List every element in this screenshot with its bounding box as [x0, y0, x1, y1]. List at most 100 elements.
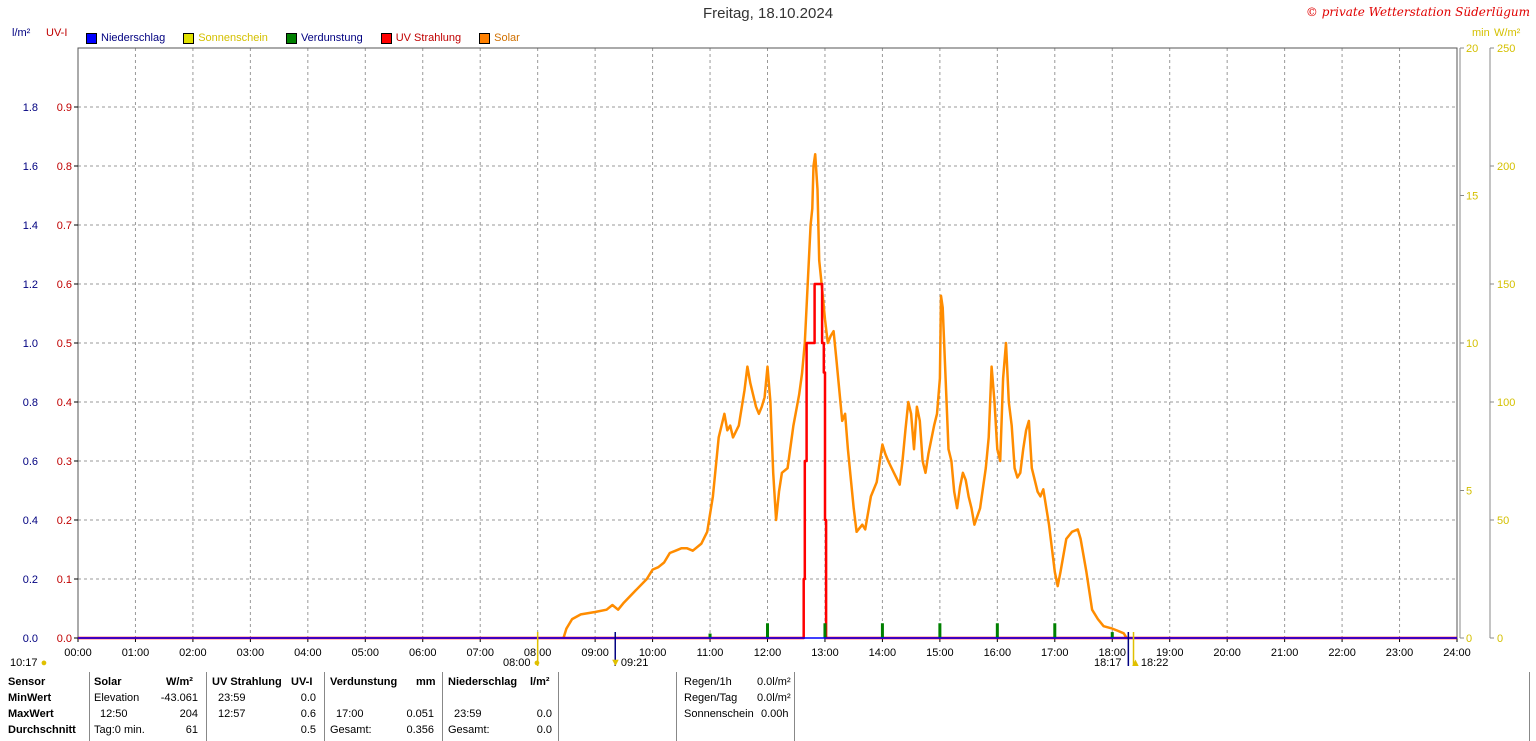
y-tick-label-uv: 0.3 [57, 456, 72, 468]
niederschlag-header: Niederschlag [448, 676, 518, 688]
table-separator [676, 672, 677, 741]
y-tick-label-uv: 0.4 [57, 397, 72, 409]
row-label-min: MinWert [8, 692, 52, 704]
y-tick-label-niederschlag: 0.6 [23, 456, 38, 468]
x-tick-label: 20:00 [1213, 647, 1241, 659]
y-tick-label-sonnenschein: 15 [1466, 191, 1478, 203]
chart-title: Freitag, 18.10.2024 [702, 5, 834, 22]
niederschlag-max-time: 23:59 [454, 708, 482, 720]
x-tick-label: 17:00 [1041, 647, 1069, 659]
table-separator [324, 672, 325, 741]
x-tick-label: 10:00 [639, 647, 667, 659]
moonset-label: 08:00 ● [503, 657, 540, 669]
table-separator [794, 672, 795, 741]
y-tick-label-niederschlag: 0.0 [23, 633, 38, 645]
y-tick-label-uv: 0.1 [57, 574, 72, 586]
y-tick-label-niederschlag: 1.0 [23, 338, 38, 350]
solar-min-label: Elevation [94, 692, 140, 704]
summary-value-sonnenschein: 0.00h [761, 708, 789, 720]
x-tick-label: 22:00 [1328, 647, 1356, 659]
y-tick-label-uv: 0.9 [57, 102, 72, 114]
legend-swatch-verdunstung [285, 32, 297, 44]
x-tick-label: 11:00 [697, 647, 724, 659]
uv-min-value: 0.0 [300, 692, 316, 704]
legend-label-niederschlag: Niederschlag [101, 32, 166, 44]
x-tick-label: 15:00 [926, 647, 954, 659]
solar-avg-value: 61 [185, 724, 198, 736]
legend-item-uv[interactable]: UV Strahlung [380, 31, 462, 45]
sunset-time: 18:22 [1140, 657, 1169, 669]
table-separator [206, 672, 207, 741]
niederschlag-unit: l/m² [530, 676, 550, 688]
x-tick-label: 07:00 [466, 647, 494, 659]
y-tick-label-uv: 0.8 [57, 161, 72, 173]
unit-solar: W/m² [1494, 27, 1521, 39]
copyright-label: © private Wetterstation Süderlügum [1305, 5, 1530, 19]
y-tick-label-uv: 0.2 [57, 515, 72, 527]
x-tick-label: 00:00 [64, 647, 92, 659]
legend-swatch-uv [380, 32, 392, 44]
x-tick-label: 01:00 [122, 647, 150, 659]
y-tick-label-niederschlag: 1.6 [23, 161, 38, 173]
weather-chart: 00:00 01:00 02:00 03:00 04:00 05:00 06:00 07:00… [23, 43, 1515, 666]
x-tick-label: 16:00 [984, 647, 1012, 659]
x-tick-label: 21:00 [1271, 647, 1299, 659]
summary-value-regen-1h: 0.0l/m² [757, 676, 791, 688]
verdunstung-total-label: Gesamt: [330, 724, 372, 736]
verdunstung-total-value: 0.356 [406, 724, 434, 736]
solar-min-value: -43.061 [160, 692, 198, 704]
x-tick-label: 03:00 [237, 647, 265, 659]
x-tick-label: 05:00 [352, 647, 380, 659]
legend-label-uv: UV Strahlung [395, 32, 462, 44]
x-tick-label: 19:00 [1156, 647, 1184, 659]
x-tick-label: 24:00 [1443, 647, 1471, 659]
verdunstung-bar [766, 623, 769, 638]
y-tick-label-sonnenschein: 5 [1466, 486, 1472, 498]
legend-swatch-niederschlag [86, 32, 97, 44]
legend-item-solar[interactable]: Solar [479, 31, 520, 45]
row-label-avg: Durchschnitt [8, 724, 76, 736]
y-tick-label-sonnenschein: 10 [1466, 338, 1478, 350]
legend-swatch-solar [479, 32, 491, 44]
sunrise-time: 09:21 [620, 657, 649, 669]
verdunstung-max-value: 0.051 [406, 708, 434, 720]
solar-header: Solar [94, 676, 122, 688]
y-tick-label-sonnenschein: 0 [1466, 633, 1472, 645]
series-line-solar [562, 152, 1128, 639]
solar-unit: W/m² [166, 676, 193, 688]
summary-value-regen-tag: 0.0l/m² [757, 692, 791, 704]
x-tick-label: 06:00 [409, 647, 437, 659]
sunset-label: ▲18:22 [1130, 657, 1168, 669]
uv-max-time: 12:57 [218, 708, 246, 720]
x-tick-label: 09:00 [581, 647, 609, 659]
legend-item-niederschlag[interactable]: Niederschlag [86, 31, 165, 45]
row-label-sensor: Sensor [8, 676, 46, 688]
moonrise-time: 10:17 [10, 657, 38, 669]
y-tick-label-sonnenschein: 20 [1466, 43, 1478, 55]
y-tick-label-solar: 100 [1497, 397, 1515, 409]
niederschlag-total-value: 0.0 [536, 724, 552, 736]
y-tick-label-uv: 0.0 [57, 633, 72, 645]
sunrise-arrow-icon: ▼ [610, 657, 621, 669]
legend-label-solar: Solar [494, 32, 520, 44]
summary-label-regen-tag: Regen/Tag [684, 692, 738, 704]
table-separator [1529, 672, 1530, 741]
y-tick-label-uv: 0.6 [57, 279, 72, 291]
x-tick-label: 04:00 [294, 647, 322, 659]
solar-avg-label: Tag:0 min. [94, 724, 145, 736]
x-tick-label: 02:00 [179, 647, 207, 659]
table-separator [558, 672, 559, 741]
y-tick-label-niederschlag: 1.2 [23, 279, 38, 291]
x-tick-label: 18:00 [1098, 647, 1126, 659]
y-tick-label-solar: 250 [1497, 43, 1515, 55]
sunset-arrow-icon: ▲ [1130, 657, 1141, 669]
verdunstung-bar [938, 623, 942, 638]
legend-item-verdunstung[interactable]: Verdunstung [285, 31, 363, 45]
table-separator [442, 672, 443, 741]
niederschlag-total-label: Gesamt: [448, 724, 490, 736]
y-tick-label-uv: 0.5 [57, 338, 72, 350]
legend-item-sonnenschein[interactable]: Sonnenschein [183, 31, 268, 45]
verdunstung-bar [708, 633, 712, 638]
x-tick-label: 13:00 [811, 647, 839, 659]
verdunstung-bar [1110, 632, 1114, 638]
